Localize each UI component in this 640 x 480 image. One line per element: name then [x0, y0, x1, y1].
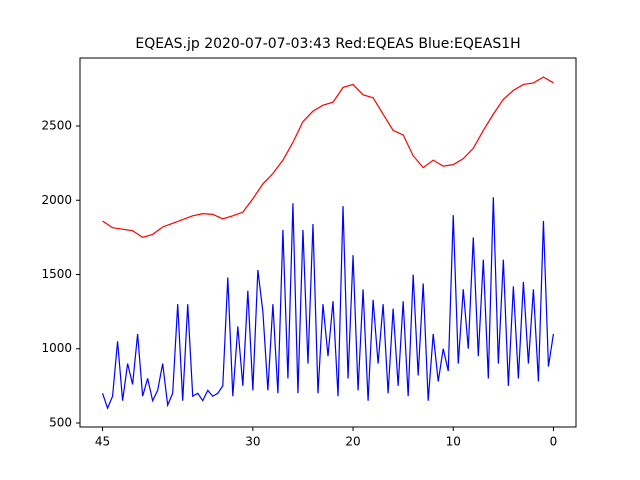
x-tick-label: 30 — [245, 435, 260, 449]
plot-frame — [79, 57, 577, 428]
x-tick-label: 45 — [95, 435, 110, 449]
x-tick-label: 20 — [345, 435, 360, 449]
series-line — [102, 76, 554, 239]
y-tick-label: 2000 — [41, 193, 72, 207]
y-tick-label: 500 — [49, 415, 72, 429]
series-line — [101, 197, 555, 410]
x-tick-label: 0 — [550, 435, 558, 449]
y-tick-label: 1500 — [41, 267, 72, 281]
y-tick-label: 2500 — [41, 119, 72, 133]
y-tick-label: 1000 — [41, 341, 72, 355]
chart-title: EQEAS.jp 2020-07-07-03:43 Red:EQEAS Blue… — [135, 36, 520, 52]
x-tick-label: 10 — [446, 435, 461, 449]
